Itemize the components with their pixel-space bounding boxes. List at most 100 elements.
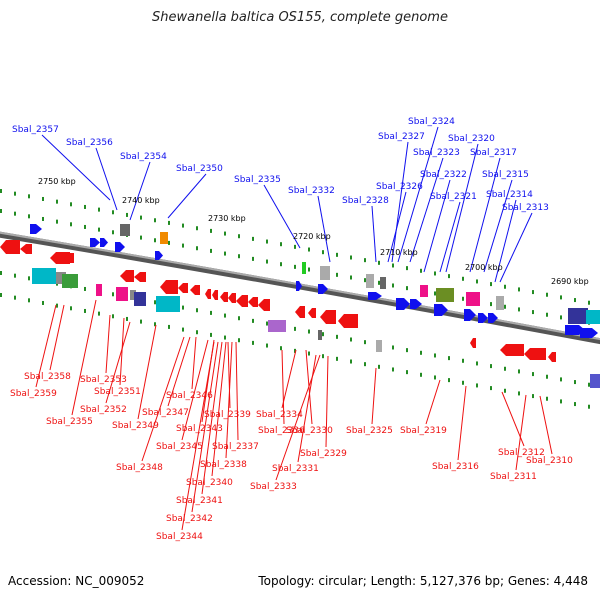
forward-leader-line <box>499 212 533 283</box>
category-box <box>120 224 130 236</box>
genome-summary-text: Topology: circular; Length: 5,127,376 bp… <box>258 574 588 588</box>
reverse-gene-label: Sbal_2346 <box>166 391 213 401</box>
forward-gene-label: Sbal_2321 <box>430 192 477 202</box>
forward-gene <box>100 238 108 247</box>
tick-mark <box>490 364 492 369</box>
tick-mark <box>126 316 128 321</box>
reverse-gene <box>220 292 228 302</box>
reverse-gene-label: Sbal_2352 <box>80 405 127 415</box>
tick-mark <box>532 394 534 399</box>
forward-leader-line <box>263 184 301 249</box>
tick-mark <box>0 293 2 297</box>
reverse-leader-line <box>201 341 223 495</box>
tick-mark <box>588 382 590 387</box>
tick-mark <box>140 319 142 324</box>
tick-mark <box>350 359 352 364</box>
tick-mark <box>224 231 226 236</box>
category-box <box>436 288 454 302</box>
category-box <box>376 340 382 352</box>
forward-gene <box>368 292 382 300</box>
tick-mark <box>392 283 394 288</box>
tick-mark <box>280 346 282 351</box>
tick-mark <box>266 239 268 244</box>
forward-gene-labels: Sbal_2357 Sbal_2356 Sbal_2354 Sbal_2350 Sbal… <box>12 117 549 213</box>
reverse-gene <box>228 293 236 303</box>
tick-mark <box>560 295 562 300</box>
tick-mark <box>182 305 184 310</box>
scale-label: 2710 kbp <box>380 248 418 257</box>
scale-label: 2740 kbp <box>122 196 160 205</box>
tick-mark <box>154 322 156 327</box>
tick-mark <box>196 226 198 231</box>
tick-mark <box>518 287 520 292</box>
tick-mark <box>546 374 548 379</box>
forward-gene <box>580 328 598 338</box>
tick-mark <box>238 316 240 321</box>
tick-mark <box>98 227 100 232</box>
tick-mark <box>462 276 464 281</box>
category-box <box>56 272 66 284</box>
reverse-gene <box>500 344 524 356</box>
tick-mark <box>28 214 30 219</box>
category-box <box>96 284 102 296</box>
category-box <box>302 262 306 274</box>
forward-gene-label: Sbal_2313 <box>502 203 549 213</box>
tick-mark <box>294 264 296 269</box>
reverse-leader-line <box>297 354 317 463</box>
category-box <box>134 292 146 306</box>
reverse-gene-label: Sbal_2355 <box>46 417 93 427</box>
tick-marks <box>0 189 590 409</box>
scale-label: 2700 kbp <box>465 263 503 272</box>
tick-mark <box>406 266 408 271</box>
tick-mark <box>154 300 156 305</box>
forward-gene-label: Sbal_2315 <box>482 170 529 180</box>
tick-mark <box>84 224 86 229</box>
forward-leader-line <box>469 157 501 273</box>
reverse-gene <box>64 253 74 263</box>
tick-mark <box>224 251 226 256</box>
reverse-gene <box>248 297 258 307</box>
reverse-gene <box>524 348 546 360</box>
forward-gene-label: Sbal_2324 <box>408 117 455 127</box>
forward-gene-label: Sbal_2354 <box>120 152 167 162</box>
tick-mark <box>406 370 408 375</box>
category-box <box>568 308 588 324</box>
forward-leader-line <box>397 126 439 263</box>
reverse-leader-line <box>191 336 197 390</box>
category-box <box>496 296 504 310</box>
reverse-leader-line <box>211 341 227 477</box>
map-title: Shewanella baltica OS155, complete genom… <box>152 10 448 25</box>
tick-mark <box>406 286 408 291</box>
reverse-gene <box>258 299 270 311</box>
scale-label: 2750 kbp <box>38 177 76 186</box>
tick-mark <box>182 243 184 248</box>
forward-leader-line <box>483 179 513 273</box>
reverse-leader-line <box>425 379 441 425</box>
forward-leader-line <box>387 191 407 263</box>
forward-leader-line <box>41 134 111 201</box>
forward-leader-line <box>129 161 151 221</box>
tick-mark <box>112 230 114 235</box>
category-box <box>32 268 56 284</box>
tick-mark <box>238 338 240 343</box>
tick-mark <box>98 207 100 212</box>
forward-leader-line <box>391 141 409 263</box>
tick-mark <box>378 364 380 369</box>
tick-mark <box>560 399 562 404</box>
tick-mark <box>308 351 310 356</box>
tick-mark <box>322 250 324 255</box>
forward-gene-label: Sbal_2317 <box>470 148 517 158</box>
reverse-gene-label: Sbal_2340 <box>186 478 233 488</box>
tick-mark <box>546 312 548 317</box>
tick-mark <box>252 340 254 345</box>
tick-mark <box>392 263 394 268</box>
tick-mark <box>140 215 142 220</box>
reverse-gene-label: Sbal_2325 <box>346 426 393 436</box>
reverse-leader-line <box>235 341 239 441</box>
reverse-gene-label: Sbal_2342 <box>166 514 213 524</box>
forward-gene <box>115 242 125 252</box>
forward-leader-line <box>439 201 461 273</box>
tick-mark <box>266 343 268 348</box>
tick-mark <box>420 268 422 273</box>
tick-mark <box>504 284 506 289</box>
